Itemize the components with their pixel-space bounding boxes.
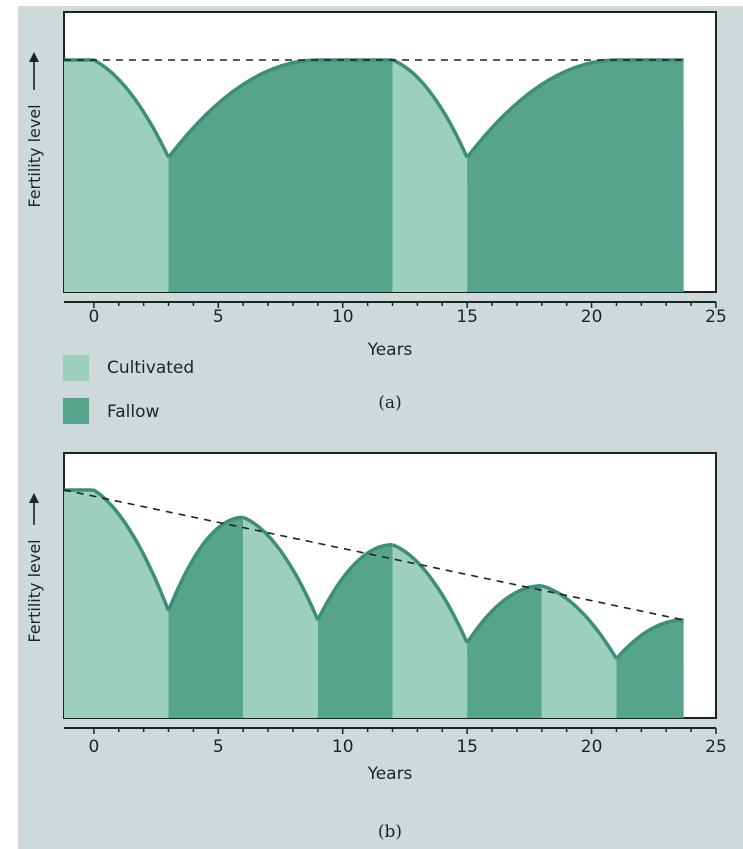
y-axis-title: Fertility level xyxy=(25,539,44,642)
fertility-curve-3 xyxy=(242,515,320,621)
y-axis-title: Fertility level xyxy=(25,104,44,207)
fertility-curve-5 xyxy=(391,543,469,644)
fertility-curve-4 xyxy=(465,58,684,159)
fertility-curve-3 xyxy=(391,58,469,159)
reference-dashed-line xyxy=(63,489,684,621)
fertility-curve-2 xyxy=(166,515,244,612)
legend-label-fallow: Fallow xyxy=(107,402,159,422)
x-axis-title: Years xyxy=(367,340,413,360)
x-tick-label-5: 5 xyxy=(213,307,224,327)
x-tick-label-10: 10 xyxy=(332,737,354,757)
y-axis-arrow-head xyxy=(29,52,39,62)
panel-b: 0 5 10 15 20 25 Years Fertility level (b) xyxy=(25,452,727,842)
fertility-curve-6 xyxy=(465,584,542,644)
x-tick-label-5: 5 xyxy=(213,737,224,757)
x-tick-label-0: 0 xyxy=(88,307,99,327)
x-tick-label-15: 15 xyxy=(456,737,478,757)
panel-a: 0 5 10 15 20 25 Years Fertility level (a) xyxy=(25,11,727,413)
figure-svg: 0 5 10 15 20 25 Years Fertility level (a) Cultiv… xyxy=(25,11,727,842)
x-tick-label-15: 15 xyxy=(456,307,478,327)
x-tick-label-20: 20 xyxy=(581,307,603,327)
fertility-curve-8 xyxy=(615,618,684,660)
legend-swatch-fallow xyxy=(63,398,89,424)
cultivated-phase-1 xyxy=(64,60,169,292)
fertility-curve-1 xyxy=(64,488,171,612)
panel-label: (b) xyxy=(378,822,402,842)
fallow-phase-4 xyxy=(467,60,684,292)
fallow-phase-2 xyxy=(168,60,393,292)
cultivated-phase-3 xyxy=(243,517,318,718)
fertility-curve-7 xyxy=(541,584,618,660)
legend: Cultivated Fallow xyxy=(63,355,194,424)
x-tick-label-10: 10 xyxy=(332,307,354,327)
x-tick-label-25: 25 xyxy=(705,737,727,757)
x-axis-title: Years xyxy=(367,764,413,784)
legend-swatch-cultivated xyxy=(63,355,89,381)
x-tick-label-20: 20 xyxy=(581,737,603,757)
cultivated-phase-1 xyxy=(64,490,169,718)
legend-label-cultivated: Cultivated xyxy=(107,358,194,378)
cultivated-phase-7 xyxy=(541,585,617,718)
cultivated-phase-5 xyxy=(392,544,468,718)
cultivated-phase-3 xyxy=(392,60,468,292)
figure-page: 0 5 10 15 20 25 Years Fertility level (a) Cultiv… xyxy=(18,6,743,849)
fertility-curve-4 xyxy=(316,542,393,621)
panel-label: (a) xyxy=(378,393,401,413)
x-tick-label-0: 0 xyxy=(88,737,99,757)
x-tick-label-25: 25 xyxy=(705,307,727,327)
fallow-phase-2 xyxy=(168,517,244,718)
y-axis-arrow-head xyxy=(29,493,39,503)
fallow-phase-8 xyxy=(616,620,684,718)
